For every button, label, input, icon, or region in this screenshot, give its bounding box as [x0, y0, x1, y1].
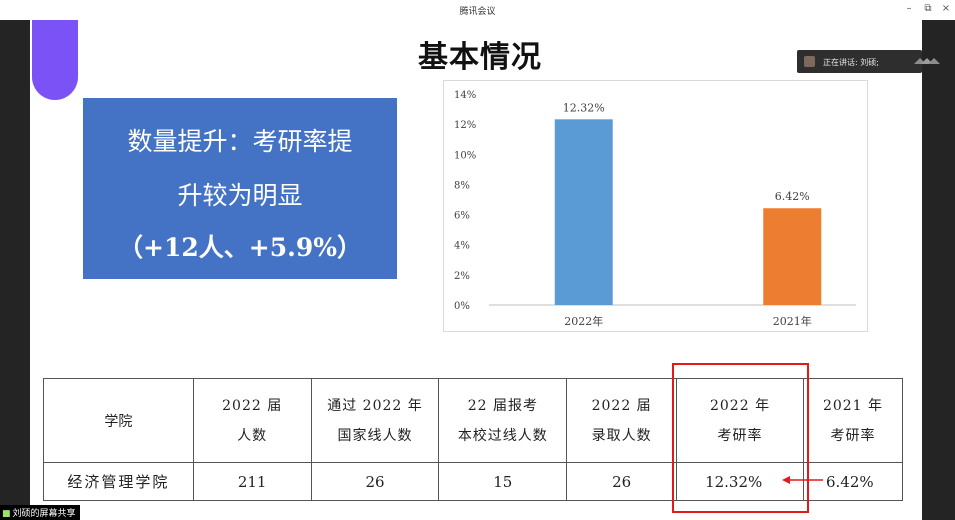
y-tick-label: 14% [454, 90, 476, 101]
cell-college: 经济管理学院 [43, 462, 194, 501]
avatar [804, 56, 815, 67]
right-letterbox [922, 20, 955, 520]
header-count-2022: 2022 届人数 [192, 378, 312, 463]
bar [763, 208, 822, 305]
table-row: 经济管理学院 211 26 15 26 12.32% 6.42% [43, 462, 903, 501]
y-tick-label: 2% [454, 271, 470, 282]
screen-share-label: ■ 刘硕的屏幕共享 [0, 505, 80, 520]
highlight-box: 数量提升：考研率提 升较为明显 （+12人、+5.9%） [83, 98, 397, 279]
window-titlebar: 腾讯会议 – ⧉ × [0, 0, 955, 20]
cell-passed-local: 15 [438, 462, 568, 501]
header-passed-local: 22 届报考 本校过线人数 [438, 378, 568, 463]
y-tick-label: 12% [454, 120, 476, 131]
header-college: 学院 [43, 378, 194, 463]
header-admitted: 2022 届录取人数 [566, 378, 678, 463]
bar-chart: 0% 2% 4% 6% 8% 10% 12% 14% 12.32% 2022年 6.42% 2021年 [443, 80, 868, 332]
data-table: 学院 2022 届人数 通过 2022 年国家线人数 22 届报考 本校过线人数 … [43, 378, 903, 501]
header-passed-national: 通过 2022 年国家线人数 [310, 378, 440, 463]
cell-passed-national: 26 [310, 462, 440, 501]
table-header-row: 学院 2022 届人数 通过 2022 年国家线人数 22 届报考 本校过线人数 … [43, 378, 903, 463]
screen-share-icon: ■ [2, 509, 11, 519]
speaking-indicator [797, 50, 922, 73]
annotation-arrow-icon [782, 476, 823, 484]
highlight-annotation-box [672, 363, 809, 513]
highlight-line-3: （+12人、+5.9%） [118, 233, 362, 262]
cell-rate-2021: 6.42% [803, 462, 903, 501]
header-rate-2022: 2022 年考研率 [676, 378, 804, 463]
cell-admitted: 26 [566, 462, 678, 501]
highlight-line-1: 数量提升：考研率提 [127, 127, 353, 156]
speaking-text: 正在讲话: 刘硕; [823, 58, 879, 67]
header-rate-2021: 2021 年考研率 [803, 378, 903, 463]
cell-count-2022: 211 [192, 462, 312, 501]
close-button[interactable]: × [941, 3, 951, 14]
left-letterbox [0, 20, 30, 520]
y-tick-label: 8% [454, 180, 470, 191]
shared-slide: 基本情况 数量提升：考研率提 升较为明显 （+12人、+5.9%） 0% 2% 4%… [30, 20, 922, 520]
drag-handle-icon[interactable] [912, 52, 942, 70]
highlight-line-2: 升较为明显 [177, 181, 303, 210]
slide-title: 基本情况 [418, 40, 542, 75]
bar-data-label: 12.32% [563, 101, 605, 114]
bar-chart-svg: 0% 2% 4% 6% 8% 10% 12% 14% 12.32% 2022年 6.42% 2021年 [454, 90, 856, 328]
minimize-button[interactable]: – [906, 3, 912, 14]
x-tick-label: 2022年 [564, 314, 603, 328]
slide-decoration [32, 20, 78, 100]
bar-data-label: 6.42% [775, 190, 810, 203]
bar [554, 119, 613, 305]
y-tick-label: 0% [454, 301, 470, 312]
app-title: 腾讯会议 [459, 7, 496, 17]
y-tick-label: 4% [454, 241, 470, 252]
y-tick-label: 10% [454, 150, 476, 161]
x-tick-label: 2021年 [773, 314, 812, 328]
y-tick-label: 6% [454, 211, 470, 222]
restore-button[interactable]: ⧉ [924, 3, 932, 14]
